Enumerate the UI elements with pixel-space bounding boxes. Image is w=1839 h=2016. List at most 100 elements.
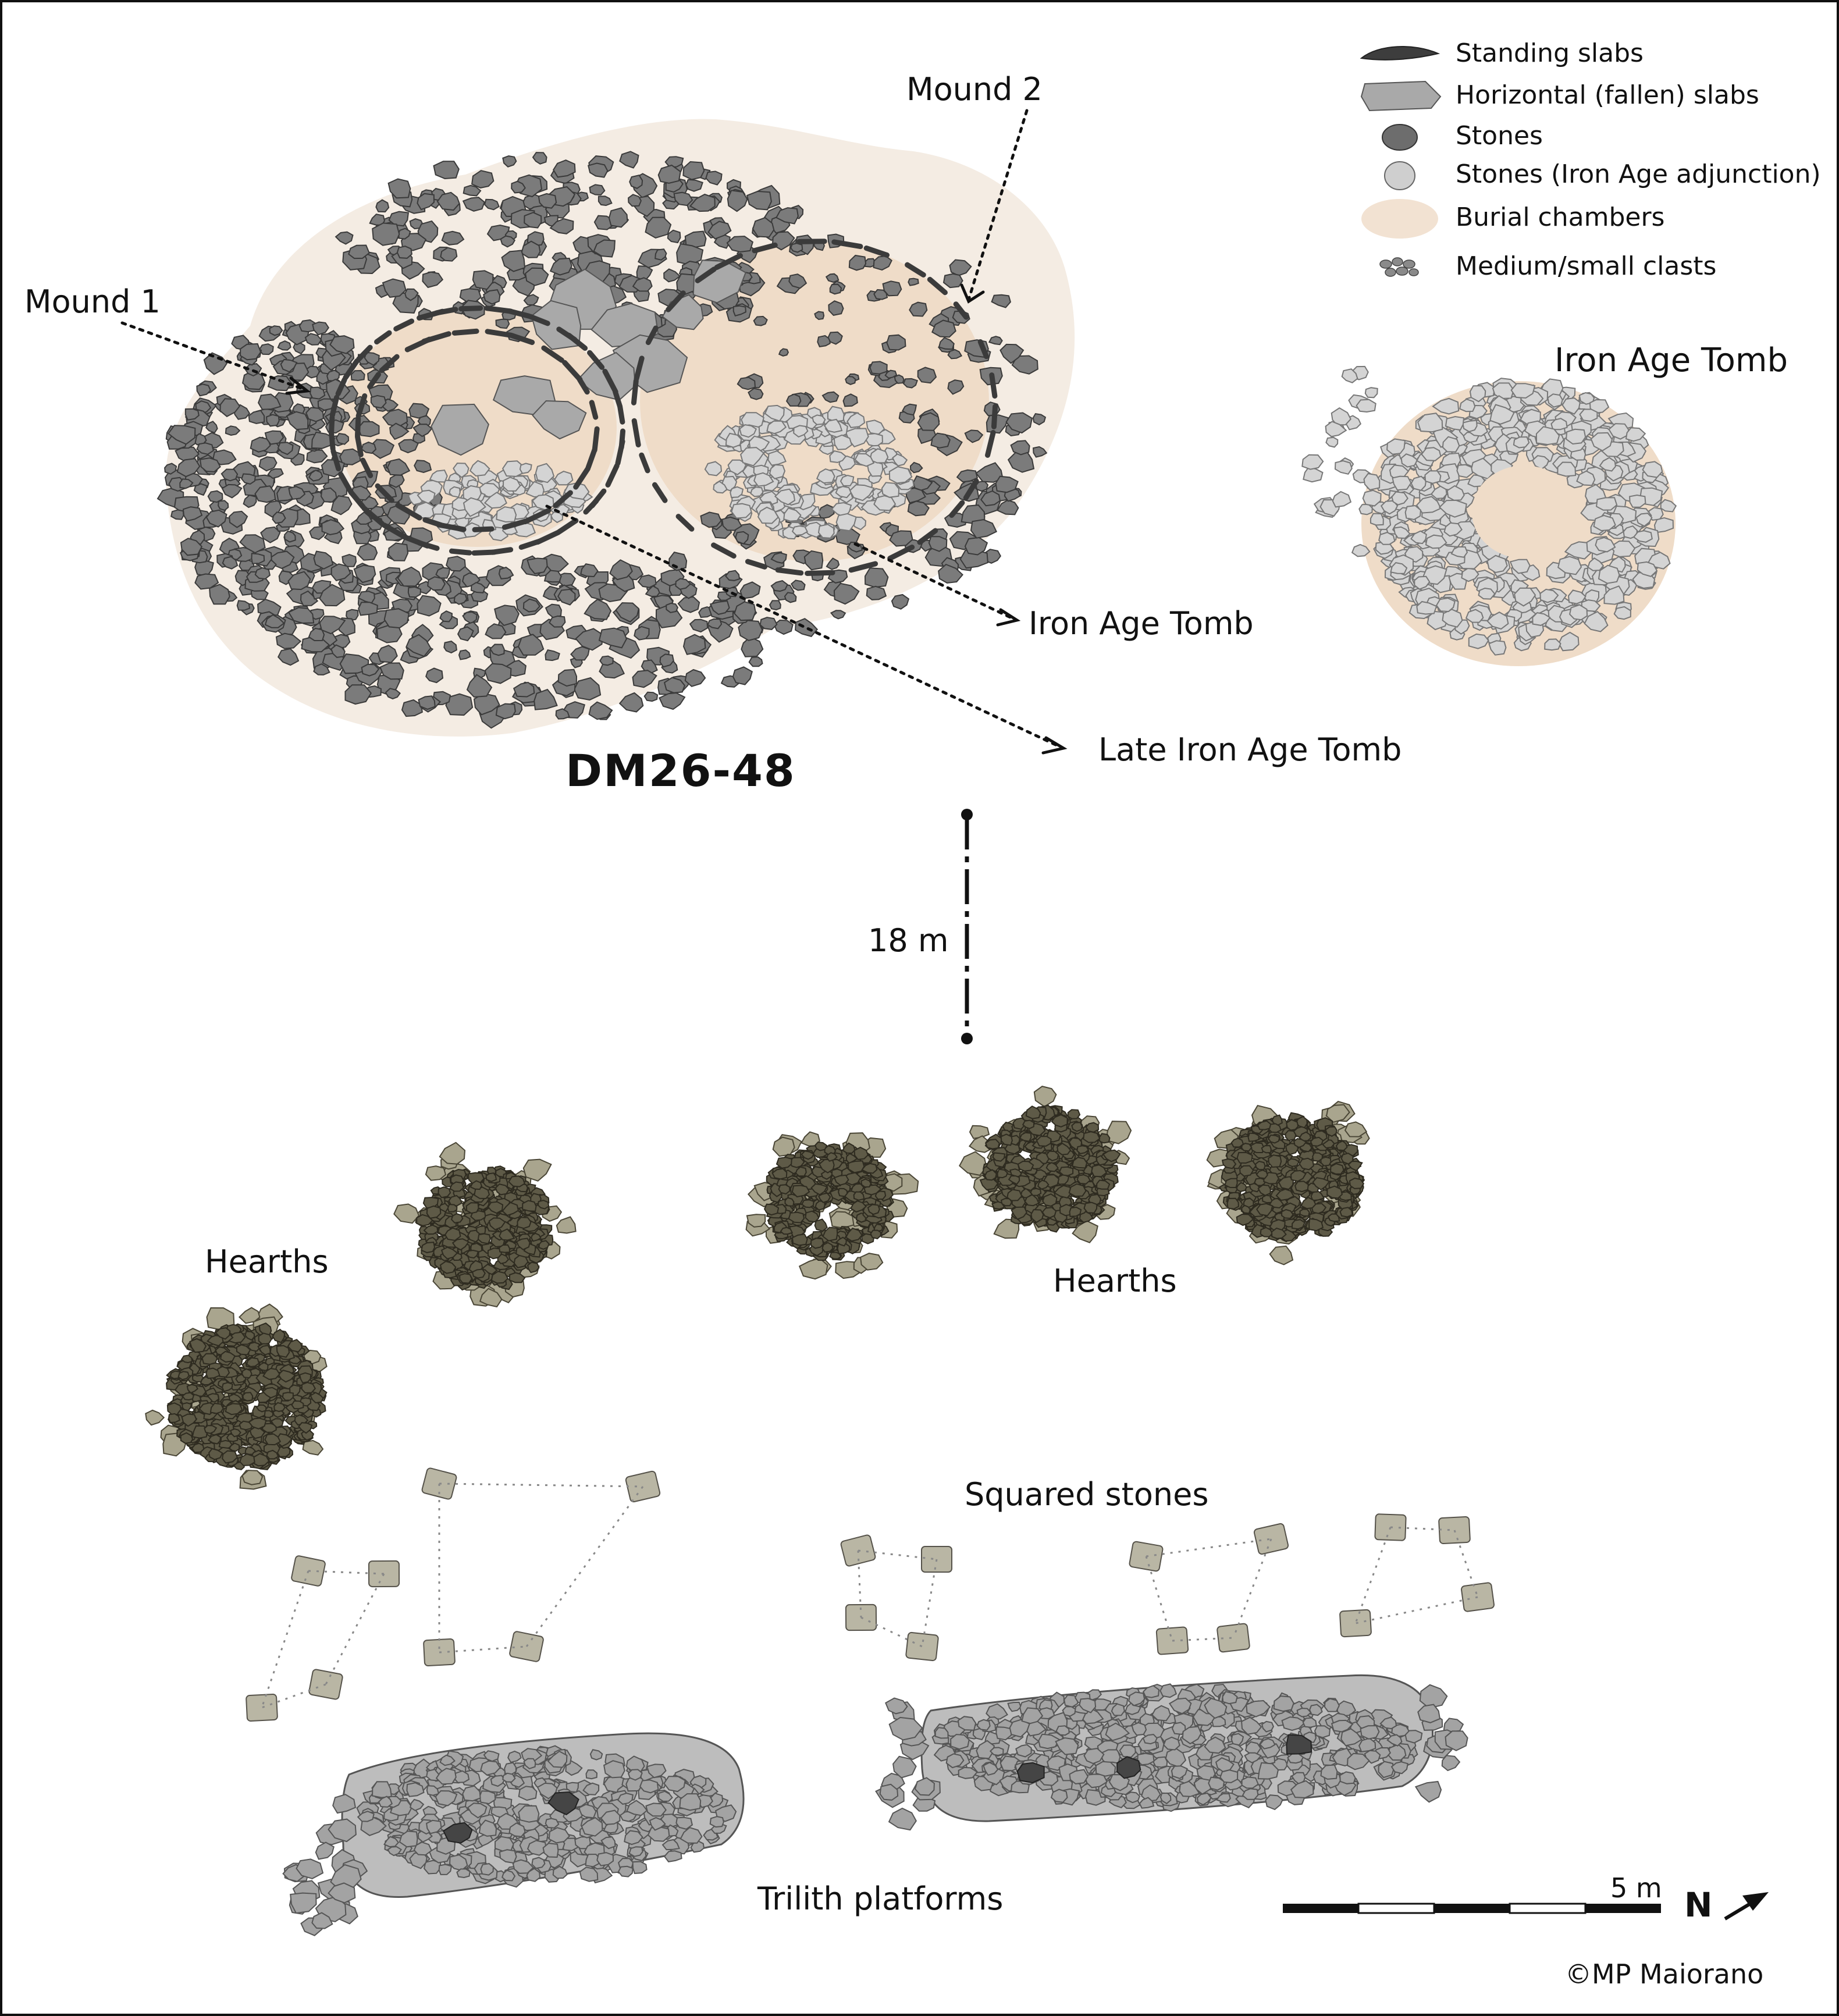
hearth-stone bbox=[517, 1217, 532, 1229]
standing-slab bbox=[645, 325, 659, 346]
iron-age-tomb-stone bbox=[1629, 494, 1646, 508]
mound-stone bbox=[308, 470, 323, 482]
iron-age-tomb-stone bbox=[1547, 393, 1563, 408]
iron-age-stone bbox=[791, 525, 809, 536]
fallen-slab bbox=[532, 400, 587, 440]
iron-age-tomb-stone bbox=[1579, 408, 1598, 422]
iron-age-stone bbox=[739, 447, 764, 467]
standing-slab bbox=[402, 534, 431, 549]
hearth-stone bbox=[992, 1152, 1006, 1162]
mound-stone bbox=[182, 506, 203, 522]
mound-stone bbox=[313, 550, 334, 570]
standing-slab bbox=[507, 308, 532, 319]
iron-age-tomb-stone bbox=[1450, 546, 1468, 558]
standing-slab bbox=[745, 559, 767, 570]
mound-stone bbox=[545, 649, 560, 662]
mound-stone bbox=[462, 197, 485, 212]
iron-age-tomb-stone bbox=[1531, 455, 1550, 470]
mound-stone bbox=[645, 585, 660, 598]
mound-stone bbox=[272, 511, 286, 524]
mound-stone bbox=[830, 610, 846, 620]
mound-stone bbox=[250, 436, 271, 453]
mound-stone bbox=[795, 618, 819, 638]
mound-stone bbox=[643, 691, 659, 702]
mound-stone bbox=[361, 663, 380, 677]
hearth-stone bbox=[499, 1244, 510, 1253]
standing-slab bbox=[602, 368, 618, 394]
mound-stone bbox=[738, 620, 763, 641]
hearth-stone bbox=[1017, 1160, 1034, 1172]
mound-stone bbox=[524, 212, 542, 229]
mound-stone bbox=[350, 369, 365, 381]
mound-stone bbox=[388, 542, 409, 561]
mound-stone bbox=[436, 191, 460, 211]
mound-stone bbox=[196, 442, 214, 455]
mound-stone bbox=[463, 184, 482, 197]
mound-stone bbox=[727, 190, 748, 212]
platform-stone bbox=[617, 1865, 634, 1878]
iron-age-stone bbox=[833, 434, 853, 450]
mound-stone bbox=[319, 616, 346, 635]
hearth-stone bbox=[201, 1353, 218, 1365]
mound-stone bbox=[473, 692, 500, 716]
mound-stone bbox=[532, 152, 547, 165]
mound-stone bbox=[422, 271, 444, 289]
mound-stone bbox=[500, 235, 516, 248]
mound-stone bbox=[833, 582, 860, 605]
mound-stone bbox=[788, 273, 808, 289]
mound-stone bbox=[746, 190, 772, 211]
mound-stone bbox=[589, 184, 606, 196]
mound-stone bbox=[207, 490, 223, 503]
fallen-slab bbox=[692, 259, 746, 304]
mound-stone bbox=[310, 386, 326, 400]
mound-stone bbox=[707, 618, 723, 630]
iron-age-stone bbox=[469, 460, 490, 477]
mound-stone bbox=[599, 655, 614, 666]
hearth-stone bbox=[1226, 1197, 1239, 1210]
mound-stone bbox=[397, 566, 422, 587]
hearth-stone bbox=[1268, 1154, 1282, 1168]
platform-stone bbox=[494, 1836, 514, 1852]
mound-stone bbox=[907, 500, 930, 517]
iron-age-tomb-stone bbox=[1648, 507, 1664, 521]
mound-stone bbox=[845, 375, 856, 385]
iron-age-tomb-stone bbox=[1593, 514, 1616, 532]
standing-slab bbox=[605, 463, 620, 488]
mound-stone bbox=[618, 692, 644, 713]
hearths bbox=[145, 1086, 1370, 1490]
standing-slab bbox=[631, 378, 639, 406]
standing-slab bbox=[613, 389, 623, 409]
standing-slab bbox=[589, 400, 599, 420]
hearth-stone bbox=[522, 1200, 537, 1212]
mound-stone bbox=[773, 619, 794, 635]
platform-stone bbox=[502, 1772, 516, 1783]
mound-stone bbox=[655, 248, 667, 261]
mound-stone bbox=[894, 374, 905, 384]
mound-stone bbox=[170, 509, 184, 520]
mound-stone bbox=[330, 495, 353, 515]
mound-stone bbox=[525, 267, 549, 286]
mound-stone bbox=[682, 161, 705, 180]
standing-slab bbox=[337, 471, 354, 496]
standing-slab bbox=[989, 372, 998, 399]
iron-age-tomb-stone bbox=[1532, 612, 1551, 626]
standing-slab bbox=[541, 345, 564, 363]
hearth-ring-stone bbox=[241, 1470, 264, 1485]
mound-stone bbox=[287, 571, 311, 591]
iron-age-tomb-stone bbox=[1425, 534, 1447, 549]
mound-stone bbox=[209, 584, 230, 605]
mound-stone bbox=[326, 369, 340, 382]
mound-stone bbox=[842, 393, 858, 407]
iron-age-tomb-stone bbox=[1404, 504, 1421, 521]
standing-slab bbox=[355, 434, 364, 457]
hearth-ring-stone bbox=[556, 1216, 577, 1234]
mound-stone bbox=[275, 632, 302, 649]
hearth-ring-stone bbox=[1033, 1086, 1057, 1108]
hearth-stone bbox=[776, 1157, 792, 1169]
mound-stone bbox=[588, 162, 609, 178]
hearth-ring-stone bbox=[798, 1257, 828, 1280]
mound-stone bbox=[372, 222, 400, 246]
iron-age-tomb-stone bbox=[1578, 392, 1595, 405]
